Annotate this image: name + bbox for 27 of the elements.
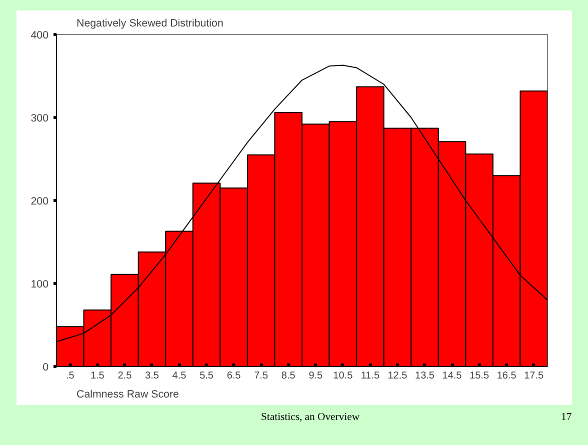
chart-title: Negatively Skewed Distribution [76,18,224,30]
x-tick-label: 11.5 [360,370,380,382]
x-tick-label: 5.5 [200,370,214,382]
x-tick-label: 10.5 [333,370,354,382]
x-tick-label: 15.5 [470,370,490,382]
x-tick-label: .5 [66,370,75,382]
x-tick-label: 2.5 [118,370,132,382]
x-tick-label: 8.5 [281,370,296,382]
x-tick-label: 4.5 [172,370,187,382]
x-tick-label: 9.5 [308,370,324,382]
x-tick-label: 16.5 [496,370,517,382]
y-tick-label: 100 [30,278,49,290]
y-tick-label: 400 [30,30,49,42]
x-tick-label: 3.5 [145,370,160,382]
text: 17 [561,411,572,425]
text: Statistics, an Overview [261,411,360,425]
x-axis-title: Calmness Raw Score [76,388,180,400]
x-tick-label: 17.5 [524,370,544,382]
x-tick-label: 1.5 [90,370,105,382]
y-tick-label: 300 [30,112,49,124]
y-tick-label: 200 [30,196,49,208]
x-tick-label: 14.5 [442,370,462,382]
x-tick-label: 12.5 [388,370,408,382]
y-tick-label: 0 [42,362,49,374]
x-tick-label: 7.5 [254,370,268,382]
x-tick-label: 6.5 [226,370,242,382]
x-tick-label: 13.5 [415,370,435,382]
